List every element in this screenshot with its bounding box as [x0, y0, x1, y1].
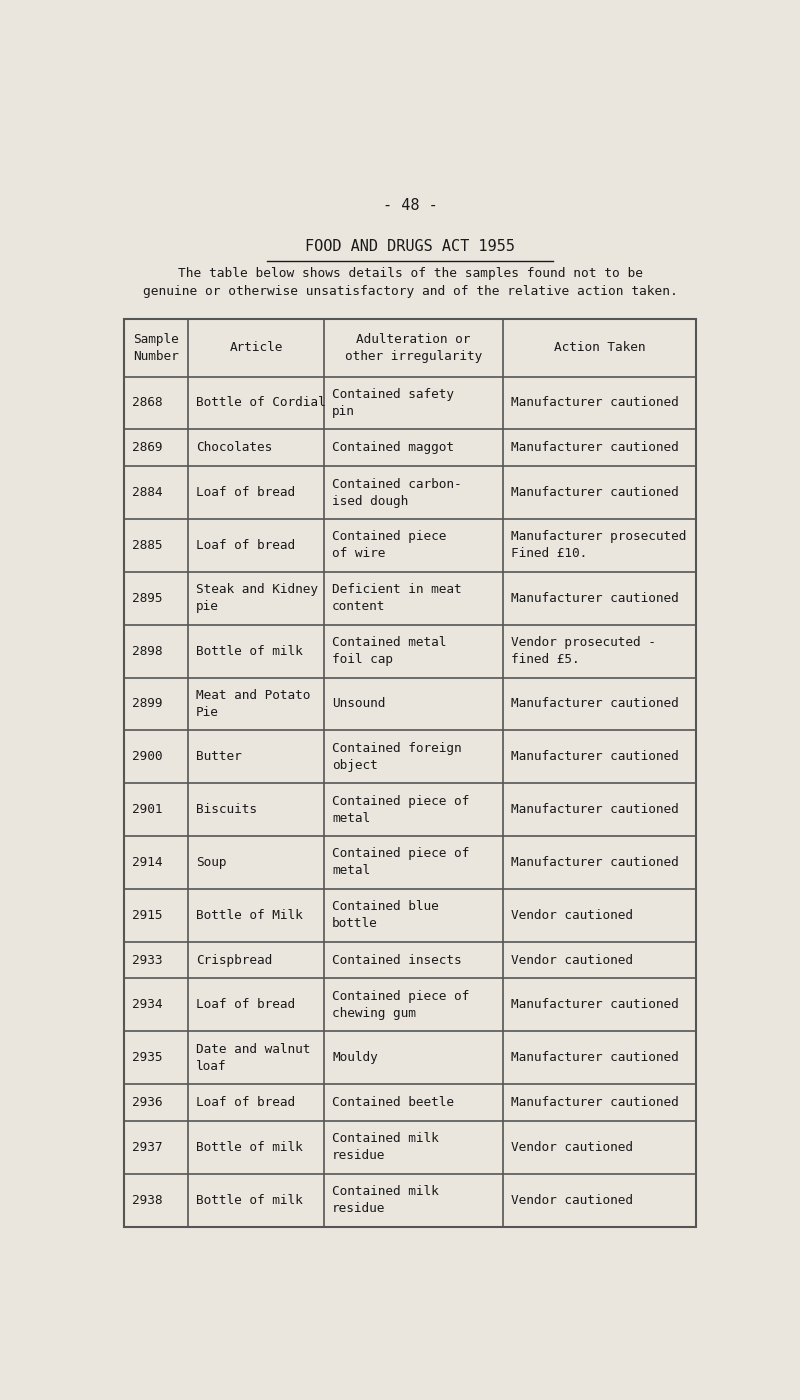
Text: 2895: 2895 — [132, 592, 162, 605]
Text: Action Taken: Action Taken — [554, 342, 646, 354]
Text: 2868: 2868 — [132, 396, 162, 409]
Text: Manufacturer prosecuted
Fined £10.: Manufacturer prosecuted Fined £10. — [511, 531, 686, 560]
Text: Vendor prosecuted -
fined £5.: Vendor prosecuted - fined £5. — [511, 636, 656, 666]
Text: Manufacturer cautioned: Manufacturer cautioned — [511, 750, 679, 763]
Text: 2914: 2914 — [132, 855, 162, 869]
Text: 2885: 2885 — [132, 539, 162, 552]
Text: Manufacturer cautioned: Manufacturer cautioned — [511, 592, 679, 605]
Text: Manufacturer cautioned: Manufacturer cautioned — [511, 396, 679, 409]
Text: Contained milk
residue: Contained milk residue — [332, 1186, 439, 1215]
Text: Loaf of bread: Loaf of bread — [196, 486, 295, 500]
Text: Meat and Potato
Pie: Meat and Potato Pie — [196, 689, 310, 720]
Text: Soup: Soup — [196, 855, 226, 869]
Text: 2900: 2900 — [132, 750, 162, 763]
Text: 2934: 2934 — [132, 998, 162, 1011]
Text: Biscuits: Biscuits — [196, 804, 257, 816]
Text: Manufacturer cautioned: Manufacturer cautioned — [511, 1051, 679, 1064]
Text: Manufacturer cautioned: Manufacturer cautioned — [511, 1096, 679, 1109]
Text: Manufacturer cautioned: Manufacturer cautioned — [511, 486, 679, 500]
Text: 2937: 2937 — [132, 1141, 162, 1154]
Text: Contained insects: Contained insects — [332, 953, 462, 966]
Text: Contained metal
foil cap: Contained metal foil cap — [332, 636, 446, 666]
Text: Contained carbon-
ised dough: Contained carbon- ised dough — [332, 477, 462, 508]
Text: Vendor cautioned: Vendor cautioned — [511, 1141, 633, 1154]
Text: Bottle of milk: Bottle of milk — [196, 1141, 303, 1154]
Text: Butter: Butter — [196, 750, 242, 763]
Text: 2938: 2938 — [132, 1194, 162, 1207]
Text: Bottle of Milk: Bottle of Milk — [196, 909, 303, 921]
Text: 2901: 2901 — [132, 804, 162, 816]
Text: Contained maggot: Contained maggot — [332, 441, 454, 454]
Text: Loaf of bread: Loaf of bread — [196, 539, 295, 552]
Text: Vendor cautioned: Vendor cautioned — [511, 953, 633, 966]
Text: Bottle of milk: Bottle of milk — [196, 644, 303, 658]
Text: 2884: 2884 — [132, 486, 162, 500]
Text: Unsound: Unsound — [332, 697, 386, 710]
Text: FOOD AND DRUGS ACT 1955: FOOD AND DRUGS ACT 1955 — [305, 239, 515, 255]
Text: Article: Article — [230, 342, 282, 354]
Text: Sample
Number: Sample Number — [133, 333, 178, 363]
Text: Deficient in meat
content: Deficient in meat content — [332, 584, 462, 613]
Text: Contained blue
bottle: Contained blue bottle — [332, 900, 439, 930]
Text: Contained piece
of wire: Contained piece of wire — [332, 531, 446, 560]
Text: 2869: 2869 — [132, 441, 162, 454]
Text: Contained piece of
metal: Contained piece of metal — [332, 847, 470, 878]
Text: 2935: 2935 — [132, 1051, 162, 1064]
Text: Manufacturer cautioned: Manufacturer cautioned — [511, 998, 679, 1011]
Text: Vendor cautioned: Vendor cautioned — [511, 909, 633, 921]
Text: Chocolates: Chocolates — [196, 441, 272, 454]
Text: Vendor cautioned: Vendor cautioned — [511, 1194, 633, 1207]
Text: Manufacturer cautioned: Manufacturer cautioned — [511, 441, 679, 454]
Text: Manufacturer cautioned: Manufacturer cautioned — [511, 697, 679, 710]
Text: The table below shows details of the samples found not to be
genuine or otherwis: The table below shows details of the sam… — [142, 267, 678, 298]
Text: Manufacturer cautioned: Manufacturer cautioned — [511, 804, 679, 816]
Text: 2915: 2915 — [132, 909, 162, 921]
Text: Contained beetle: Contained beetle — [332, 1096, 454, 1109]
Text: Contained milk
residue: Contained milk residue — [332, 1133, 439, 1162]
Text: Manufacturer cautioned: Manufacturer cautioned — [511, 855, 679, 869]
Text: 2936: 2936 — [132, 1096, 162, 1109]
Text: Contained piece of
chewing gum: Contained piece of chewing gum — [332, 990, 470, 1019]
Text: Bottle of milk: Bottle of milk — [196, 1194, 303, 1207]
Text: Date and walnut
loaf: Date and walnut loaf — [196, 1043, 310, 1072]
Text: Loaf of bread: Loaf of bread — [196, 1096, 295, 1109]
Text: Contained safety
pin: Contained safety pin — [332, 388, 454, 419]
Text: - 48 -: - 48 - — [382, 199, 438, 213]
Text: Loaf of bread: Loaf of bread — [196, 998, 295, 1011]
Text: 2898: 2898 — [132, 644, 162, 658]
Text: Contained foreign
object: Contained foreign object — [332, 742, 462, 771]
Text: 2933: 2933 — [132, 953, 162, 966]
Text: Bottle of Cordial: Bottle of Cordial — [196, 396, 326, 409]
Text: 2899: 2899 — [132, 697, 162, 710]
Text: Contained piece of
metal: Contained piece of metal — [332, 795, 470, 825]
Text: Adulteration or
other irregularity: Adulteration or other irregularity — [345, 333, 482, 363]
Text: Mouldy: Mouldy — [332, 1051, 378, 1064]
Text: Crispbread: Crispbread — [196, 953, 272, 966]
Text: Steak and Kidney
pie: Steak and Kidney pie — [196, 584, 318, 613]
